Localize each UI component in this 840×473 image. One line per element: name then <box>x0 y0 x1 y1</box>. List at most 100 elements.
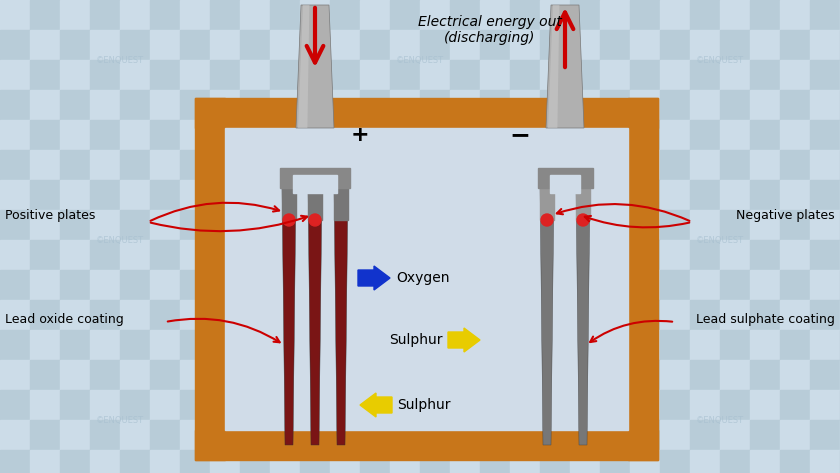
Polygon shape <box>548 5 559 128</box>
Bar <box>810 120 840 150</box>
Bar <box>210 240 240 270</box>
Bar <box>150 30 180 60</box>
Bar <box>270 210 300 240</box>
Bar <box>210 300 240 330</box>
Bar <box>210 330 240 360</box>
Bar <box>0 390 30 420</box>
Bar <box>90 420 120 450</box>
Bar <box>90 90 120 120</box>
Bar <box>195 98 225 460</box>
Bar <box>60 390 90 420</box>
Bar <box>750 270 780 300</box>
Bar <box>240 330 270 360</box>
Bar <box>630 30 660 60</box>
Bar <box>270 420 300 450</box>
Bar <box>180 150 210 180</box>
Bar <box>720 120 750 150</box>
Bar <box>270 240 300 270</box>
Bar <box>510 420 540 450</box>
Bar <box>330 330 360 360</box>
Bar <box>600 210 630 240</box>
Bar <box>510 150 540 180</box>
Bar <box>630 150 660 180</box>
Bar <box>90 30 120 60</box>
Bar <box>628 98 658 460</box>
Bar <box>360 30 390 60</box>
Bar <box>480 330 510 360</box>
Text: +: + <box>350 125 370 145</box>
Bar <box>750 120 780 150</box>
Bar <box>780 30 810 60</box>
Bar <box>300 120 330 150</box>
Bar <box>660 210 690 240</box>
Bar <box>240 210 270 240</box>
Bar <box>0 30 30 60</box>
Bar <box>300 30 330 60</box>
Bar <box>210 0 240 30</box>
Bar <box>180 300 210 330</box>
Bar <box>60 30 90 60</box>
Bar <box>450 240 480 270</box>
Bar <box>660 120 690 150</box>
Bar <box>480 180 510 210</box>
Bar <box>600 390 630 420</box>
Polygon shape <box>296 5 334 128</box>
Text: ©ENQUEST: ©ENQUEST <box>696 55 744 64</box>
Bar <box>30 150 60 180</box>
Text: ©ENQUEST: ©ENQUEST <box>96 55 144 64</box>
Bar <box>550 175 580 193</box>
Bar <box>750 0 780 30</box>
Bar <box>150 420 180 450</box>
Bar <box>210 120 240 150</box>
FancyArrow shape <box>358 266 390 290</box>
Text: ©ENQUEST: ©ENQUEST <box>696 236 744 245</box>
Bar <box>30 180 60 210</box>
Bar <box>180 360 210 390</box>
Bar <box>630 0 660 30</box>
Bar <box>150 150 180 180</box>
Bar <box>240 420 270 450</box>
Bar <box>660 420 690 450</box>
Bar <box>330 390 360 420</box>
Bar <box>720 60 750 90</box>
Bar <box>90 180 120 210</box>
Bar <box>90 330 120 360</box>
Bar <box>120 360 150 390</box>
Bar <box>630 210 660 240</box>
Bar <box>60 330 90 360</box>
Bar <box>600 450 630 473</box>
Bar <box>420 360 450 390</box>
Bar <box>360 150 390 180</box>
Bar <box>450 360 480 390</box>
Bar <box>570 270 600 300</box>
Bar <box>480 30 510 60</box>
Bar <box>390 90 420 120</box>
Text: Electrical energy out
(discharging): Electrical energy out (discharging) <box>418 15 562 45</box>
Bar <box>780 120 810 150</box>
Bar <box>510 210 540 240</box>
Bar <box>270 90 300 120</box>
Bar <box>150 120 180 150</box>
Bar <box>60 120 90 150</box>
Bar <box>420 0 450 30</box>
Bar <box>360 450 390 473</box>
Bar <box>450 90 480 120</box>
Bar <box>330 420 360 450</box>
Bar <box>630 270 660 300</box>
Bar <box>0 120 30 150</box>
Bar <box>390 270 420 300</box>
Bar <box>450 300 480 330</box>
Bar <box>210 90 240 120</box>
Bar <box>480 360 510 390</box>
FancyArrow shape <box>448 328 480 352</box>
Bar <box>510 390 540 420</box>
Bar <box>510 300 540 330</box>
Bar <box>810 0 840 30</box>
Bar <box>0 420 30 450</box>
Bar <box>720 360 750 390</box>
Bar <box>750 210 780 240</box>
Bar <box>390 390 420 420</box>
Bar <box>300 0 330 30</box>
Bar <box>510 60 540 90</box>
Bar <box>690 0 720 30</box>
